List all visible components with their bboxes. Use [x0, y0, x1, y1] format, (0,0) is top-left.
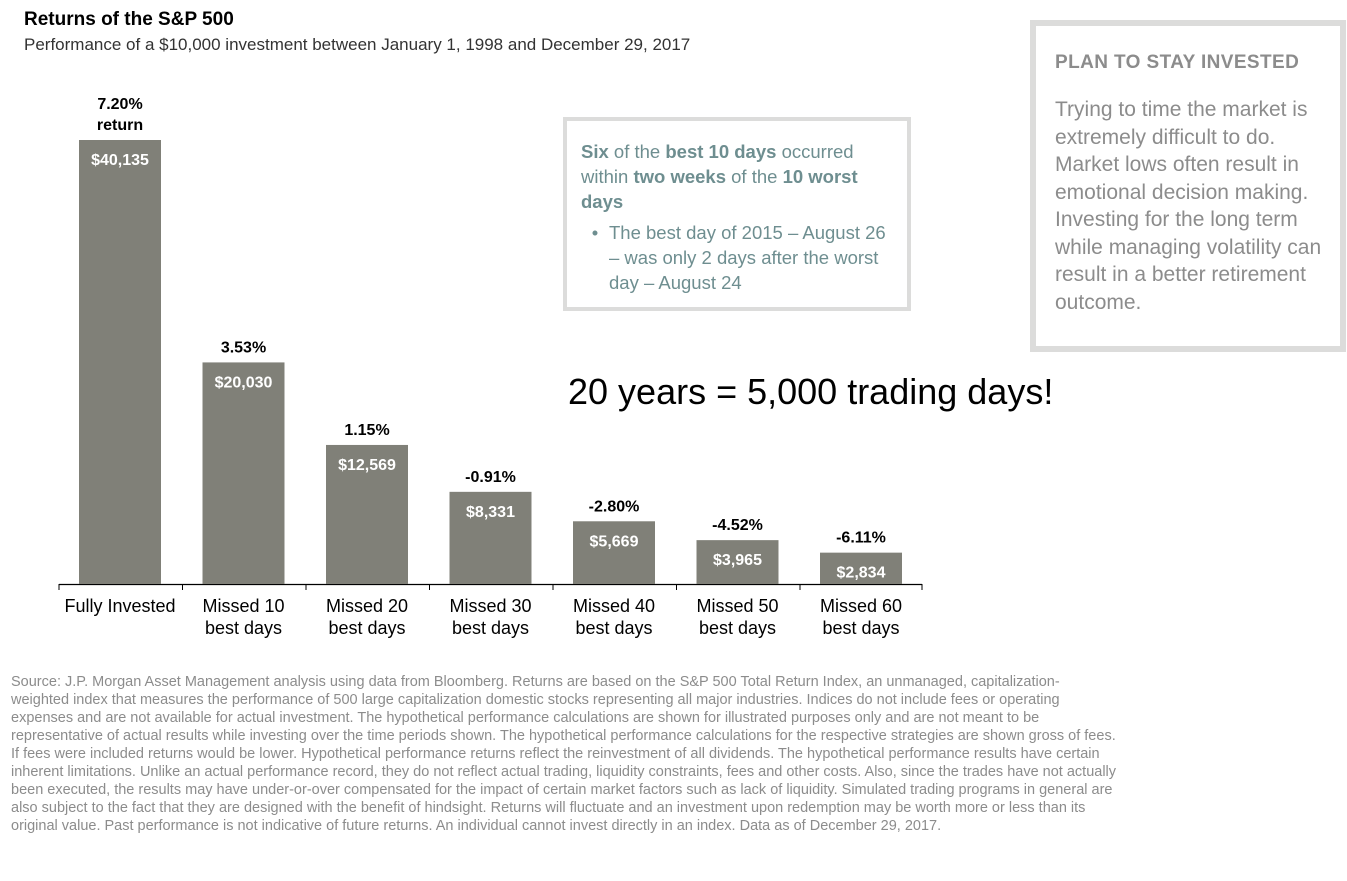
- callout-text-2: occurred within: [581, 141, 854, 187]
- bar-7: [820, 552, 902, 584]
- callout-bullet-text: The best day of 2015 – August 26 – was o…: [609, 222, 886, 293]
- chart-title: Returns of the S&P 500: [24, 9, 234, 30]
- return-label: -4.52%: [712, 517, 763, 534]
- bar-value-label: $20,030: [215, 374, 273, 391]
- category-label: Missed 30: [449, 596, 531, 616]
- chart-subtitle: Performance of a $10,000 investment betw…: [24, 35, 691, 54]
- return-label: -6.11%: [836, 530, 886, 547]
- callout-heading: Six of the best 10 days occurred within …: [581, 139, 893, 214]
- callout-best-10: best 10 days: [665, 141, 777, 162]
- return-label: 1.15%: [344, 422, 389, 439]
- bar-value-label: $40,135: [91, 152, 149, 169]
- category-label: best days: [205, 618, 282, 638]
- bar-1: [79, 140, 161, 584]
- bar-3: [326, 444, 408, 584]
- category-label: best days: [452, 618, 529, 638]
- bar-chart: $40,135 7.20% return Fully Invested $20,030 3…: [58, 96, 923, 638]
- return-label: 3.53%: [221, 339, 266, 356]
- category-label: best days: [575, 618, 652, 638]
- trading-days-headline: 20 years = 5,000 trading days!: [568, 371, 1054, 412]
- callout-bullet-item: • The best day of 2015 – August 26 – was…: [581, 220, 893, 295]
- category-label: Missed 20: [326, 596, 408, 616]
- category-label: Missed 40: [573, 596, 655, 616]
- category-label: Fully Invested: [64, 596, 175, 616]
- callout-two-weeks: two weeks: [633, 166, 726, 187]
- bar-value-label: $3,965: [713, 552, 762, 569]
- panel-title: PLAN TO STAY INVESTED: [1055, 52, 1300, 73]
- return-label: 7.20%: [97, 96, 142, 113]
- category-label: Missed 50: [696, 596, 778, 616]
- stay-invested-panel: PLAN TO STAY INVESTED Trying to time the…: [1030, 20, 1346, 352]
- source-footnote: Source: J.P. Morgan Asset Management ana…: [11, 674, 1117, 834]
- callout-text-3: of the: [726, 166, 783, 187]
- bar-4: [449, 491, 532, 584]
- panel-body: Trying to time the market is extremely d…: [1055, 98, 1322, 314]
- bar-value-label: $2,834: [837, 565, 886, 582]
- category-label: Missed 10: [202, 596, 284, 616]
- category-label: best days: [822, 618, 899, 638]
- return-label: return: [97, 117, 143, 134]
- bar-value-label: $5,669: [590, 533, 639, 550]
- bar-5: [573, 521, 655, 584]
- category-label: best days: [328, 618, 405, 638]
- callout-text-1: of the: [608, 141, 666, 162]
- bar-2: [202, 362, 285, 584]
- callout-six: Six: [581, 141, 609, 162]
- return-label: -0.91%: [465, 469, 516, 486]
- best-days-callout: Six of the best 10 days occurred within …: [563, 117, 911, 311]
- bullet-icon: •: [591, 222, 599, 243]
- category-label: Missed 60: [820, 596, 902, 616]
- callout-10-worst: 10 worst days: [581, 166, 858, 212]
- bar-value-label: $12,569: [338, 457, 396, 474]
- category-label: best days: [699, 618, 776, 638]
- bar-value-label: $8,331: [466, 504, 515, 521]
- bar-6: [696, 540, 779, 584]
- return-label: -2.80%: [589, 498, 640, 515]
